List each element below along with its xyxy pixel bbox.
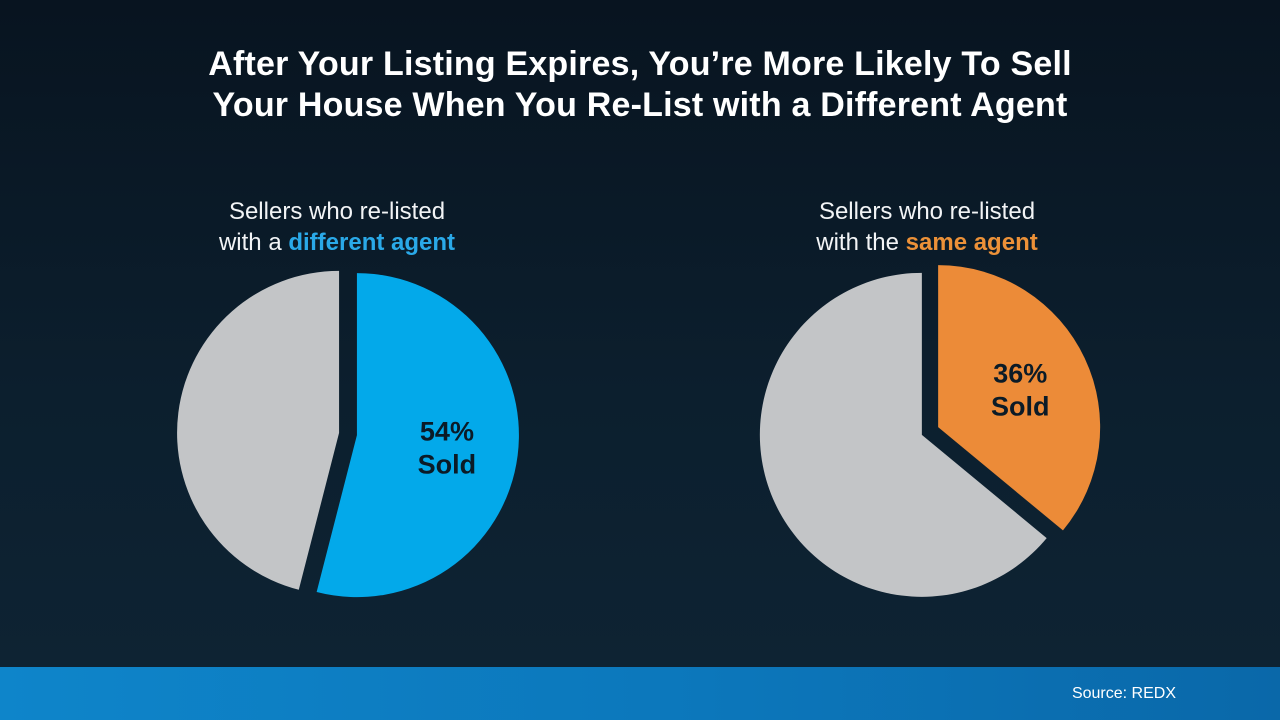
pie-0-slice-sold bbox=[316, 273, 519, 598]
chart-label-line-1: Sellers who re-listed bbox=[228, 198, 446, 225]
source-credit: Source: REDX bbox=[1071, 685, 1176, 702]
chart-label-prefix: with a bbox=[218, 229, 289, 256]
chart-label-highlight-same-agent: same agent bbox=[905, 229, 1038, 256]
slide-title-line-1: After Your Listing Expires, You’re More … bbox=[208, 45, 1072, 83]
chart-label-line-2: with the same agent bbox=[727, 227, 1127, 258]
chart-label-same-agent: Sellers who re-listed with the same agen… bbox=[727, 196, 1127, 258]
chart-label-prefix: with the bbox=[816, 229, 906, 256]
footer-bar: Source: REDX bbox=[0, 667, 1280, 720]
pie-1-slice-unsold bbox=[759, 272, 1047, 597]
chart-label-different-agent: Sellers who re-listed with a different a… bbox=[137, 196, 537, 258]
pie-chart-different-agent: 54% Sold bbox=[177, 270, 519, 598]
chart-label-highlight-different-agent: different agent bbox=[288, 229, 456, 256]
pie-0-slice-label: 54% Sold bbox=[418, 417, 477, 480]
pie-1-slice-label: 36% Sold bbox=[991, 359, 1050, 422]
pie-0-slice-unsold bbox=[177, 270, 340, 590]
slide-title-line-2: Your House When You Re-List with a Diffe… bbox=[212, 86, 1068, 124]
pie-1-slice-sold bbox=[938, 265, 1101, 531]
slide-title: After Your Listing Expires, You’re More … bbox=[0, 44, 1280, 126]
pie-chart-same-agent: 36% Sold bbox=[759, 265, 1101, 597]
chart-label-line-2: with a different agent bbox=[137, 227, 537, 258]
chart-label-line-1: Sellers who re-listed bbox=[818, 198, 1036, 225]
